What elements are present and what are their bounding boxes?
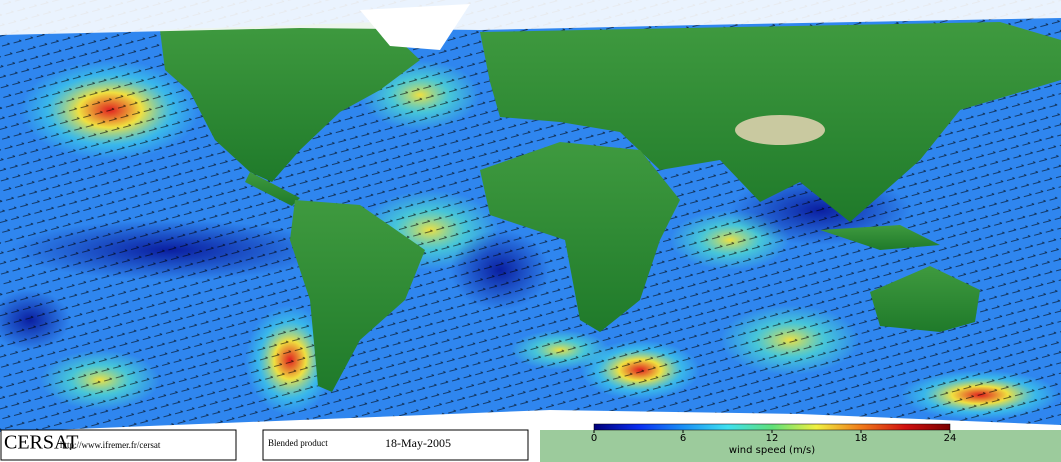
colorbar-label: wind speed (m/s)	[729, 445, 815, 456]
colorbar-tick-label: 12	[766, 433, 779, 444]
colorbar-tick-label: 18	[855, 433, 868, 444]
product-box	[262, 429, 529, 461]
colorbar-bar	[593, 423, 951, 431]
colorbar-tick-label: 24	[944, 433, 957, 444]
url: http://www.ifremer.fr/cersat	[60, 440, 161, 450]
colorbar: 0 6 12 18 24 wind speed (m/s)	[591, 423, 957, 456]
logo-box	[0, 429, 237, 461]
antarctic-relief	[540, 430, 1061, 462]
colorbar-tick-label: 6	[680, 433, 686, 444]
date: 18-May-2005	[385, 436, 451, 450]
colorbar-tick-label: 0	[591, 433, 597, 444]
logo: CERSAT	[4, 432, 78, 454]
tibet-plateau	[735, 115, 825, 145]
product: Blended product	[268, 438, 328, 448]
